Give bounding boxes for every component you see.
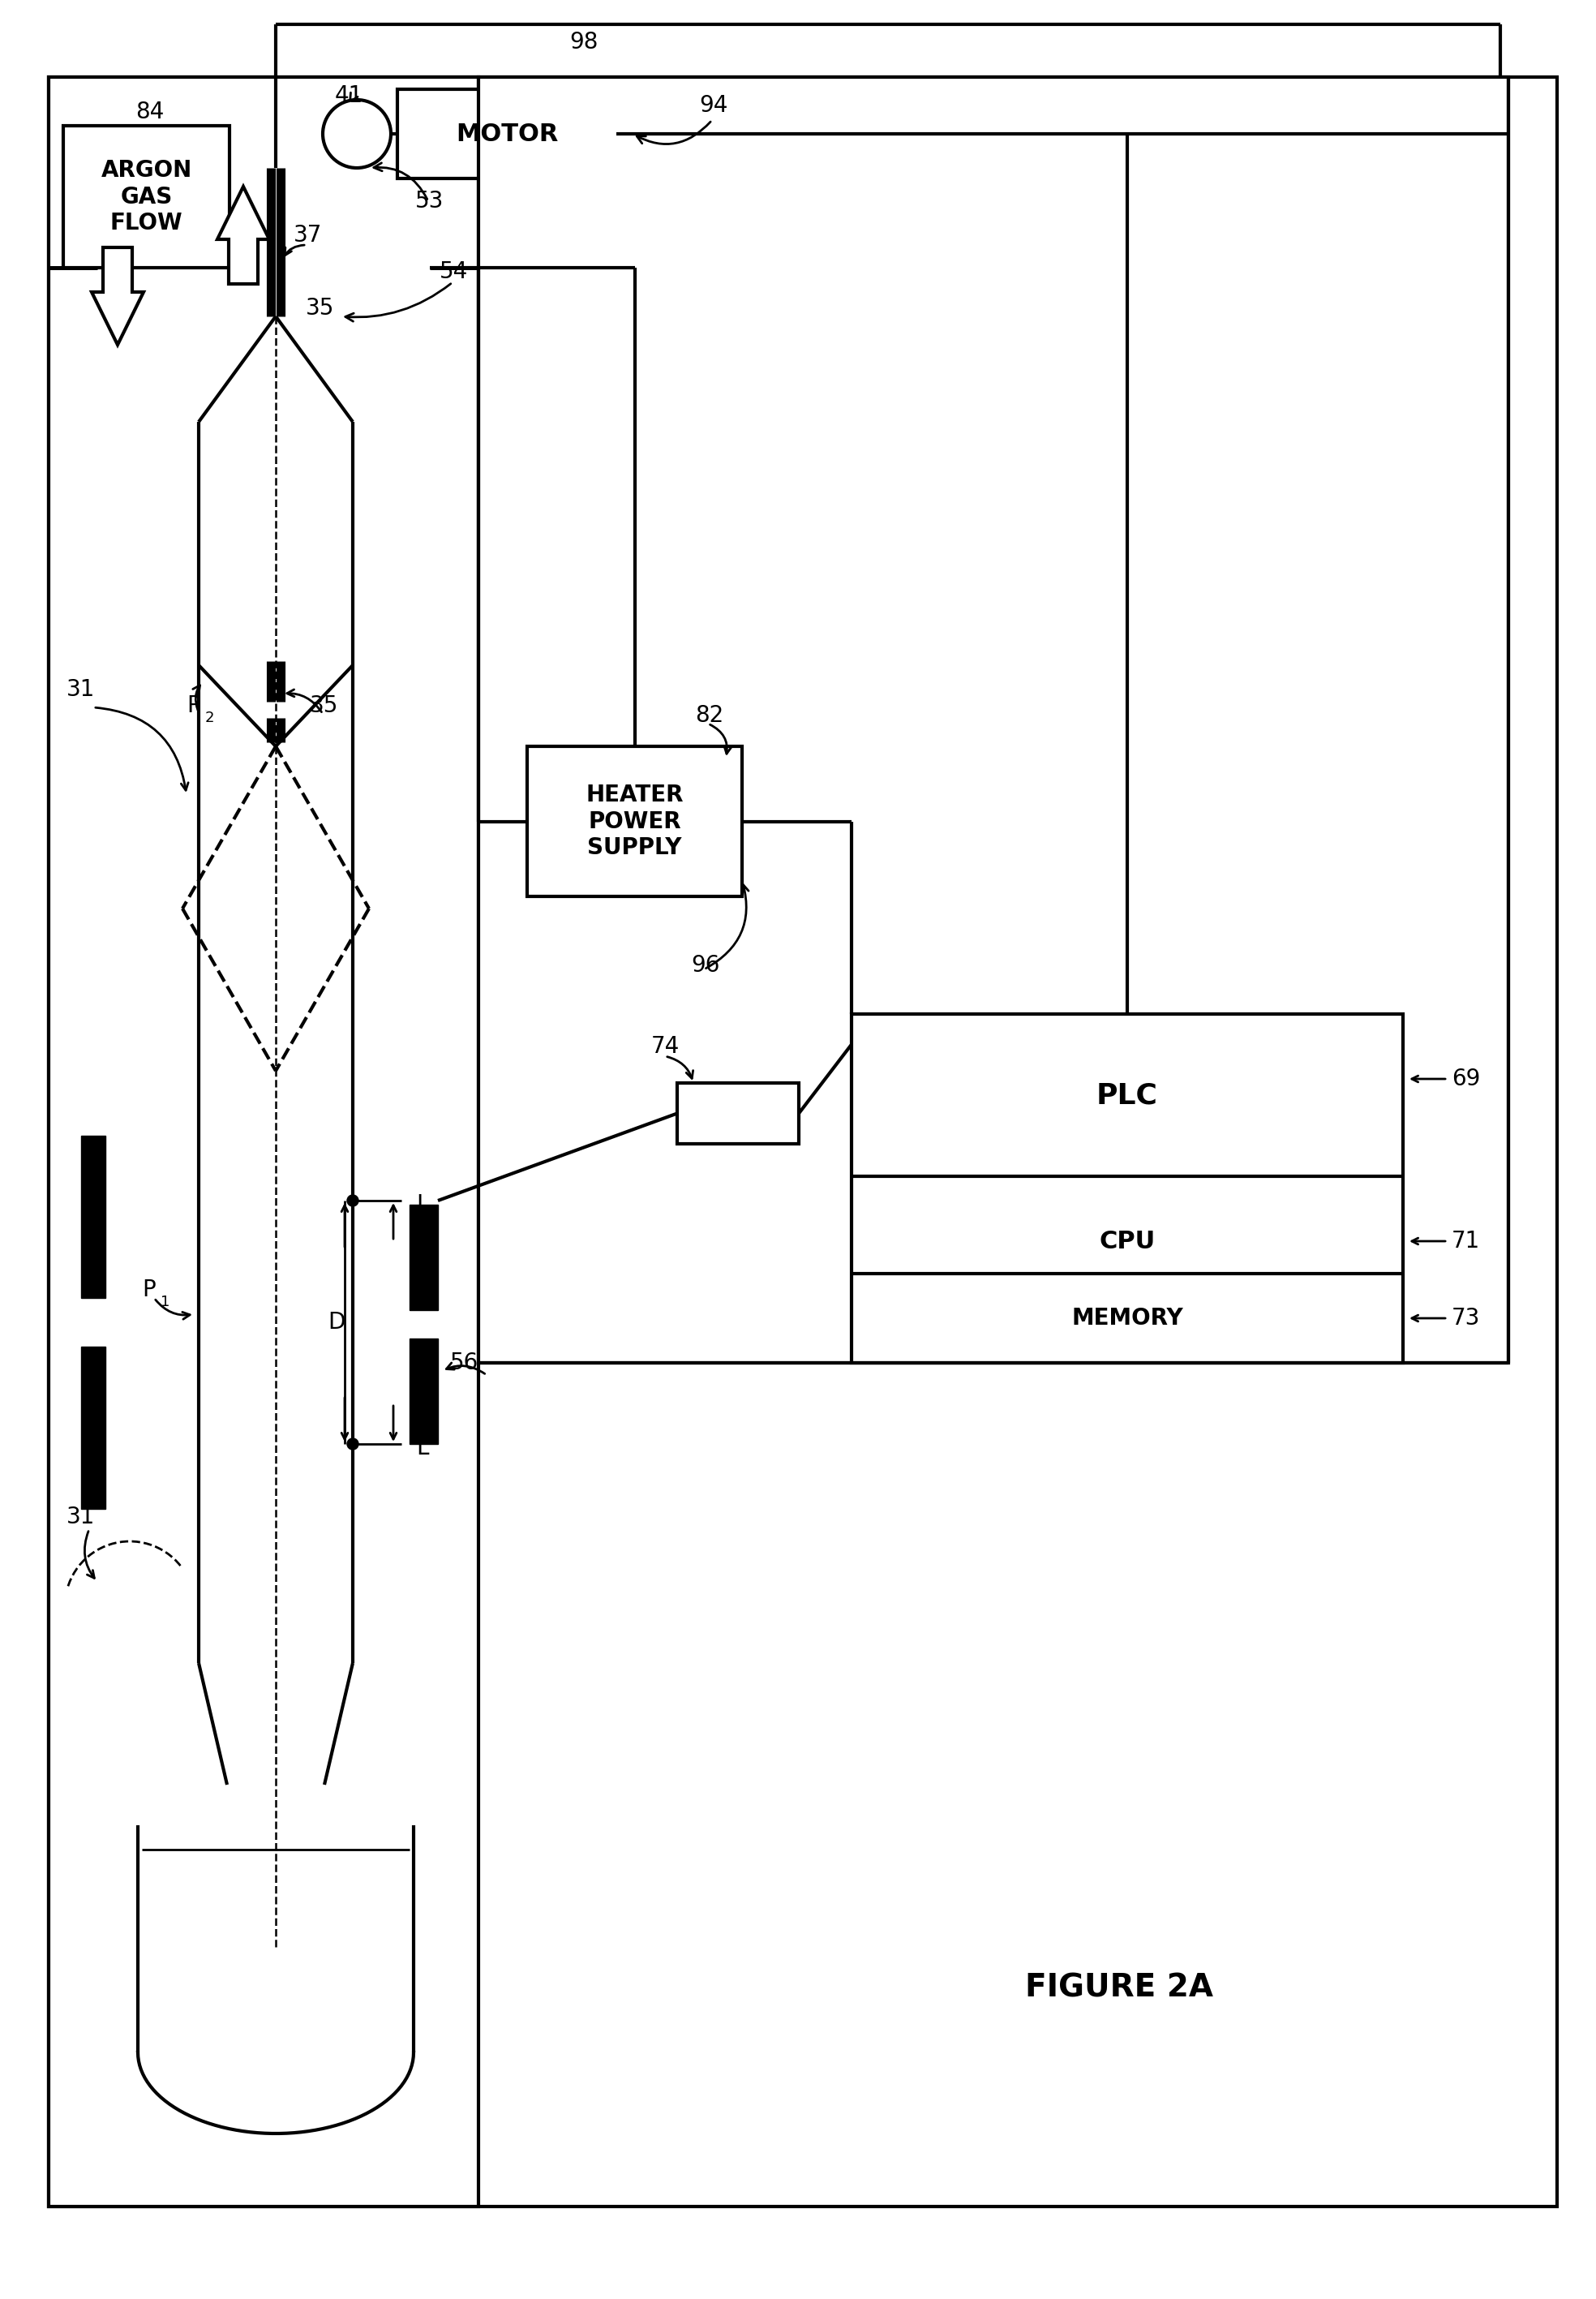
Bar (64, 126, 230, 267)
Text: P: P (187, 694, 200, 717)
Bar (527, 747, 742, 897)
Text: 35: 35 (310, 694, 338, 717)
Text: 2: 2 (206, 710, 214, 724)
Text: PLC: PLC (1096, 1081, 1159, 1108)
Text: FIGURE 2A: FIGURE 2A (1025, 1973, 1213, 2002)
Circle shape (322, 99, 391, 168)
Bar (677, 1083, 800, 1145)
Text: 56: 56 (450, 1352, 479, 1375)
Text: 69: 69 (1452, 1067, 1481, 1090)
Bar (852, 1014, 1403, 1363)
Bar (410, 1338, 437, 1444)
Text: 41: 41 (335, 85, 362, 108)
Bar (81, 1347, 105, 1508)
Polygon shape (91, 248, 144, 345)
Text: 82: 82 (696, 703, 725, 726)
Text: 73: 73 (1452, 1306, 1481, 1329)
Text: MOTOR: MOTOR (455, 122, 559, 145)
Text: L: L (417, 1193, 429, 1216)
Text: 1: 1 (161, 1294, 169, 1310)
Text: ARGON
GAS
FLOW: ARGON GAS FLOW (101, 159, 192, 234)
Text: 71: 71 (1452, 1230, 1479, 1253)
Text: 74: 74 (651, 1035, 680, 1058)
Bar (397, 90, 616, 179)
Text: MEMORY: MEMORY (1071, 1306, 1183, 1329)
Text: HEATER
POWER
SUPPLY: HEATER POWER SUPPLY (586, 784, 683, 860)
Polygon shape (217, 186, 270, 285)
Text: D: D (327, 1310, 345, 1333)
Bar (81, 1136, 105, 1299)
Text: 84: 84 (136, 101, 164, 124)
Text: 53: 53 (415, 191, 444, 212)
Text: 96: 96 (691, 954, 720, 977)
Bar (48, 78, 479, 2207)
Text: 37: 37 (294, 223, 322, 246)
Text: P: P (142, 1278, 155, 1301)
Circle shape (346, 1195, 359, 1207)
Text: 35: 35 (306, 297, 335, 320)
Bar (410, 1205, 437, 1310)
Text: 98: 98 (570, 30, 598, 53)
Text: L: L (417, 1437, 429, 1460)
Text: CPU: CPU (1100, 1230, 1156, 1253)
Circle shape (346, 1439, 359, 1451)
Text: 94: 94 (699, 94, 728, 117)
Text: 31: 31 (67, 1506, 96, 1529)
Text: 54: 54 (440, 260, 469, 283)
Text: 31: 31 (67, 678, 96, 701)
Bar (479, 78, 1508, 1363)
